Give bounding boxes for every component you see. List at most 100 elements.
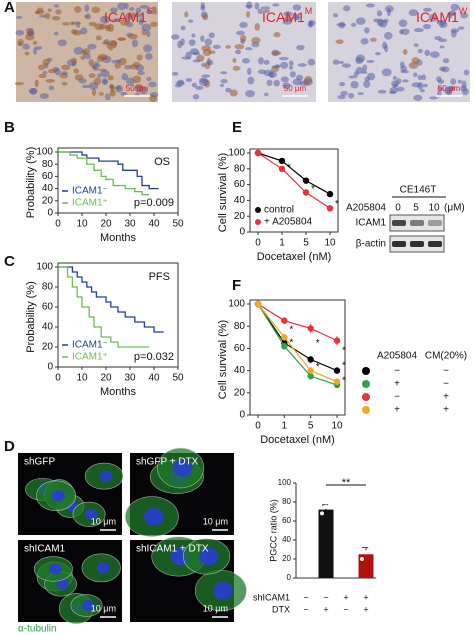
cell [174,84,182,88]
cell [341,63,352,68]
x-tick-label: 50 [172,373,184,384]
cell [282,19,293,25]
cell [134,84,143,90]
scale-label: 10 μm [91,603,116,613]
cell [189,48,200,55]
y-tick-label: 20 [234,211,246,222]
y-tick-label: 20 [42,342,54,353]
label-sup: S [147,6,153,16]
cell [391,80,399,88]
cell [337,95,346,100]
blot-treatment: A205804 [346,203,386,214]
cell [110,40,118,49]
point [254,300,262,308]
cell [343,5,351,12]
cell [84,14,89,19]
cell [400,28,410,36]
cell [91,63,101,68]
cell [114,62,122,69]
cell [268,71,278,78]
y-tick-label: 60 [282,516,291,525]
cell [446,85,456,90]
x-tick-label: 0 [55,219,61,230]
legend-marker [362,367,370,375]
x-tick-label: 30 [124,219,136,230]
cell [188,19,194,23]
cell [117,2,127,11]
x-tick-label: 5 [303,238,309,249]
cell [339,81,345,87]
cell [42,70,48,75]
cell [185,78,193,83]
cell [283,11,293,17]
cell [109,83,115,89]
cell [111,59,121,64]
panel-label: E [232,119,242,136]
cell [191,33,196,38]
x-tick-label: 10 [76,219,88,230]
point [281,342,288,350]
point [302,189,310,196]
y-tick-label: 20 [42,195,54,206]
x-tick-label: 1 [282,421,288,432]
cell [104,93,111,101]
nucleus [172,459,193,477]
p-value: p=0.009 [134,197,174,209]
cell [108,46,113,51]
x-tick-label: 5 [308,421,314,432]
cell [254,23,261,31]
cell [246,67,252,76]
cell [264,92,269,97]
cell [200,2,205,9]
cell [171,71,179,76]
cell [201,74,211,78]
cell [192,59,201,63]
cell [88,58,95,67]
cell [235,49,242,55]
series-line [257,303,338,372]
cell [417,48,424,54]
nucleus [82,599,95,612]
cell [115,84,123,93]
cell [202,48,212,57]
data-point [328,502,332,507]
cell [73,46,84,55]
blot-dose: 10 [428,203,440,214]
cell [109,7,118,13]
x-tick-label: 0 [55,373,61,384]
cell [185,51,192,60]
data-point [364,550,368,555]
cell [146,30,151,38]
cell [199,77,208,83]
nucleus [49,563,62,575]
significance: * [342,360,346,371]
x-axis-title: Months [100,232,137,244]
cell [400,65,407,73]
y-tick-label: 40 [234,365,246,376]
cell [88,82,99,90]
cell [234,44,245,50]
significance: * [342,375,346,386]
cell [294,13,301,21]
y-tick-label: 40 [234,195,246,206]
y-tick-label: 0 [47,362,53,373]
annotation: PFS [149,271,170,283]
table-cell: − [303,592,308,602]
nucleus [143,507,164,526]
table-cell: − [323,592,328,602]
cell [121,73,129,81]
blot-band [410,220,424,226]
point [307,356,314,363]
x-tick-label: 20 [100,219,112,230]
significance: * [287,162,291,173]
blot-dose: 0 [395,203,401,214]
cell [120,91,128,96]
cell [382,41,388,50]
cell [413,94,423,101]
cell [80,55,86,60]
cell [42,58,50,66]
cell [101,41,109,45]
cell [392,75,397,80]
cell [135,7,142,14]
image-label: shGFP [24,457,55,468]
